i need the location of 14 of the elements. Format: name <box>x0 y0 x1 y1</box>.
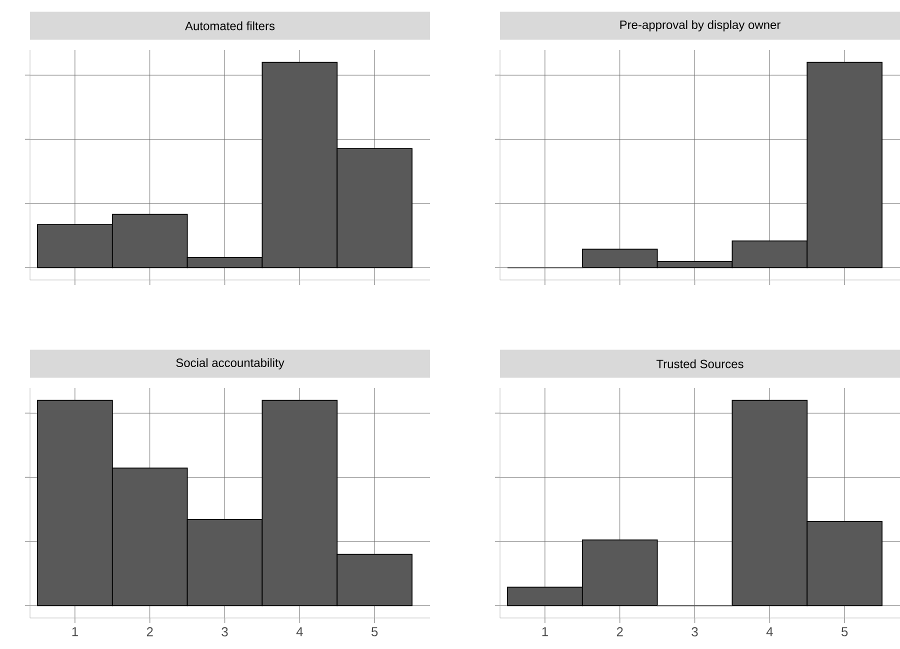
chart-title: Automated filters <box>185 21 275 30</box>
chart-title: Pre-approval by display owner <box>620 20 780 32</box>
x-tick-label: 3 <box>222 627 228 636</box>
x-tick-label: 5 <box>371 627 378 636</box>
chart-title: Social accountability <box>176 358 284 370</box>
chart-title: Trusted Sources <box>656 359 744 368</box>
x-tick-label: 1 <box>542 627 548 636</box>
x-tick-label: 1 <box>72 627 78 636</box>
x-tick-label: 4 <box>766 627 773 636</box>
x-tick-label: 3 <box>692 627 698 636</box>
x-tick-label: 4 <box>296 627 303 636</box>
x-tick-label: 2 <box>146 627 153 636</box>
x-tick-label: 2 <box>616 627 623 636</box>
x-tick-label: 5 <box>841 627 848 636</box>
